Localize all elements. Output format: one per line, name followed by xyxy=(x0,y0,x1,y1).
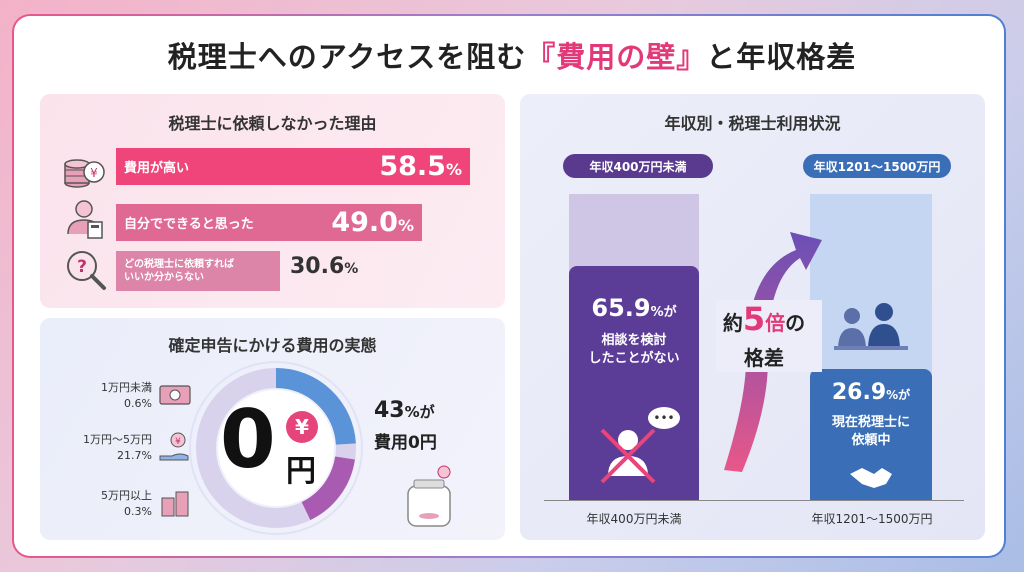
legend-1: 1万円未満 0.6% xyxy=(101,381,152,410)
left-text: 相談を検討 したことがない xyxy=(588,333,680,366)
growth-arrow xyxy=(724,232,822,472)
handshake-icon xyxy=(850,468,892,488)
right-caption: 年収1201〜1500万円 xyxy=(811,512,933,526)
reason-label-3: どの税理士に依頼すれば いいか分からない xyxy=(124,259,234,283)
baseline xyxy=(544,500,964,501)
left-value: 65.9%が xyxy=(591,294,677,322)
consultation-icon xyxy=(834,303,908,350)
reasons-title: 税理士に依頼しなかった理由 xyxy=(168,114,377,133)
callout-text: 費用0円 xyxy=(374,433,437,453)
legend-2: 1万円〜5万円 21.7% xyxy=(83,433,152,462)
center-value: 0 xyxy=(220,393,276,486)
income-title: 年収別・税理士利用状況 xyxy=(664,114,841,133)
right-text: 現在税理士に 依頼中 xyxy=(831,415,910,448)
donut-segment-blue xyxy=(275,368,356,445)
banknote-icon xyxy=(159,385,191,405)
gap-word: 格差 xyxy=(744,346,784,370)
center-unit: 円 xyxy=(286,454,316,489)
page-title: 税理士へのアクセスを阻む『費用の壁』と年収格差 xyxy=(167,40,857,74)
gap-label: 約5倍の xyxy=(722,300,806,338)
hand-coin-icon: ¥ xyxy=(159,432,189,461)
svg-text:¥: ¥ xyxy=(175,437,181,447)
coin-stacks-icon xyxy=(161,491,189,517)
yen-icon: ¥ xyxy=(286,411,318,443)
svg-text:•••: ••• xyxy=(653,411,674,425)
coins-icon: ¥ xyxy=(64,159,105,188)
coin-jar-icon xyxy=(407,465,451,527)
donut-segment-purple xyxy=(301,456,355,521)
cost-donut xyxy=(189,361,363,535)
reason-value-3: 30.6% xyxy=(290,254,359,279)
callout-value: 43%が xyxy=(374,398,435,423)
cost-title: 確定申告にかける費用の実態 xyxy=(168,336,377,355)
income-panel: 年収別・税理士利用状況 年収400万円未満 年収1201〜1500万円 65.9… xyxy=(520,94,985,540)
svg-text:?: ? xyxy=(77,257,87,277)
reason-value-1: 58.5% xyxy=(379,151,462,182)
left-tag: 年収400万円未満 xyxy=(563,154,713,178)
reasons-panel: 税理士に依頼しなかった理由 ¥ 費用が高い 58.5% 自分でできると思った 4… xyxy=(40,94,505,308)
cost-panel: 確定申告にかける費用の実態 0 ¥ 円 1万円未満 0.6% 1万円〜5万円 21.… xyxy=(40,318,505,540)
question-magnifier-icon: ? xyxy=(67,251,106,290)
reason-label-2: 自分でできると思った xyxy=(124,217,254,232)
reason-bar-3: どの税理士に依頼すれば いいか分からない xyxy=(116,251,280,291)
legend-3: 5万円以上 0.3% xyxy=(101,489,152,518)
crossed-person-icon: ••• xyxy=(600,407,680,484)
reason-label-1: 費用が高い xyxy=(124,161,190,176)
reason-bar-2: 自分でできると思った 49.0% xyxy=(116,204,422,241)
right-tag: 年収1201〜1500万円 xyxy=(803,154,951,178)
svg-text:¥: ¥ xyxy=(90,166,98,180)
left-caption: 年収400万円未満 xyxy=(586,512,682,526)
gap-label-bg xyxy=(716,300,822,372)
right-value: 26.9%が xyxy=(831,380,911,405)
person-calculator-icon xyxy=(67,200,103,239)
reason-bar-1: 費用が高い 58.5% xyxy=(116,148,470,185)
reason-value-2: 49.0% xyxy=(331,207,414,238)
